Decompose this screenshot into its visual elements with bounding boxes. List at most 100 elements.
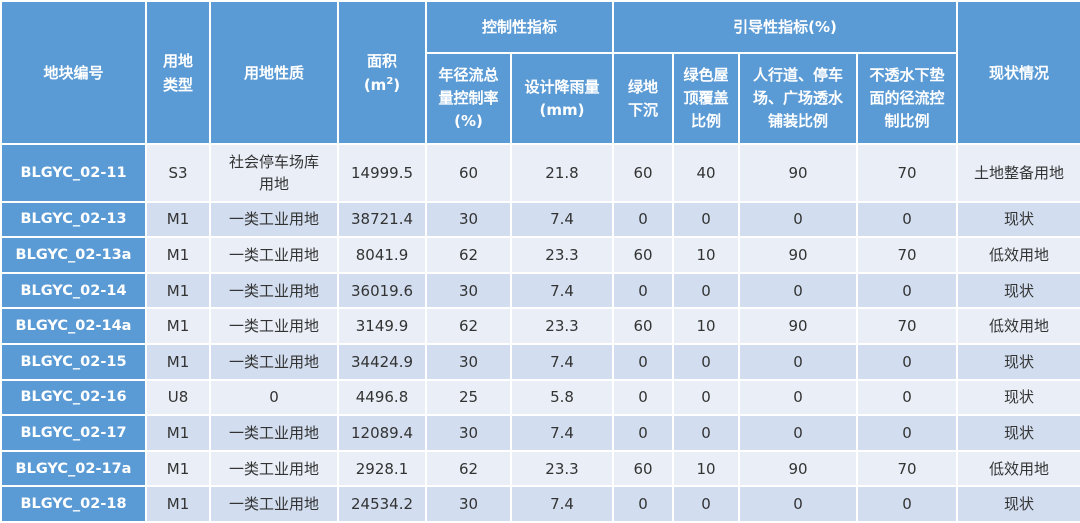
status-cell: 现状 <box>956 378 1080 417</box>
impervious-cell: 0 <box>856 342 959 381</box>
sunken-green-cell: 0 <box>612 200 675 239</box>
header-guide-group: 引导性指标(%) <box>612 0 959 54</box>
table-row: BLGYC_02-18 M1 一类工业用地 24534.2 30 7.4 0 0… <box>0 485 1080 523</box>
rainfall-cell: 23.3 <box>509 307 615 345</box>
green-roof-cell: 0 <box>672 200 741 239</box>
green-roof-cell: 0 <box>672 378 741 417</box>
rainfall-cell: 7.4 <box>509 271 615 310</box>
plot-id-cell: BLGYC_02-11 <box>0 143 147 203</box>
status-cell: 现状 <box>956 200 1080 239</box>
header-plot-id: 地块编号 <box>0 0 147 145</box>
plot-id-cell: BLGYC_02-14 <box>0 271 147 310</box>
table-row: BLGYC_02-14 M1 一类工业用地 36019.6 30 7.4 0 0… <box>0 271 1080 310</box>
land-nature-cell: 0 <box>209 378 339 417</box>
status-cell: 低效用地 <box>956 449 1080 488</box>
table-row: BLGYC_02-13 M1 一类工业用地 38721.4 30 7.4 0 0… <box>0 200 1080 239</box>
green-roof-cell: 0 <box>672 414 741 452</box>
header-land-type: 用地 类型 <box>145 0 211 145</box>
status-cell: 现状 <box>956 342 1080 381</box>
status-cell: 低效用地 <box>956 307 1080 345</box>
land-type-cell: M1 <box>145 307 211 345</box>
rainfall-cell: 23.3 <box>509 449 615 488</box>
land-nature-cell: 一类工业用地 <box>209 307 339 345</box>
land-type-cell: M1 <box>145 342 211 381</box>
green-roof-cell: 0 <box>672 485 741 523</box>
plot-id-cell: BLGYC_02-17 <box>0 414 147 452</box>
header-row-sub: 年径流总 量控制率 (%) 设计降雨量 (mm) 绿地 下沉 绿色屋 顶覆盖 比… <box>1 52 1080 145</box>
land-type-cell: M1 <box>145 485 211 523</box>
land-nature-cell: 一类工业用地 <box>209 449 339 488</box>
sunken-green-cell: 0 <box>612 342 675 381</box>
runoff-cell: 62 <box>425 449 512 488</box>
rainfall-cell: 7.4 <box>509 414 615 452</box>
runoff-cell: 30 <box>425 342 512 381</box>
header-area-label: 面积 <box>366 51 397 70</box>
area-cell: 34424.9 <box>337 342 427 381</box>
land-type-cell: M1 <box>145 236 211 274</box>
rainfall-cell: 5.8 <box>509 378 615 417</box>
header-land-nature: 用地性质 <box>209 0 339 145</box>
sunken-green-cell: 60 <box>612 143 675 203</box>
runoff-cell: 30 <box>425 200 512 239</box>
area-cell: 4496.8 <box>337 378 427 417</box>
paving-cell: 90 <box>738 143 859 203</box>
impervious-cell: 70 <box>856 236 959 274</box>
area-cell: 36019.6 <box>337 271 427 310</box>
plot-id-cell: BLGYC_02-13 <box>0 200 147 239</box>
sunken-green-cell: 0 <box>612 414 675 452</box>
green-roof-cell: 0 <box>672 342 741 381</box>
table-row: BLGYC_02-14a M1 一类工业用地 3149.9 62 23.3 60… <box>0 307 1080 345</box>
paving-cell: 0 <box>738 271 859 310</box>
rainfall-cell: 7.4 <box>509 342 615 381</box>
area-cell: 38721.4 <box>337 200 427 239</box>
land-nature-cell: 一类工业用地 <box>209 200 339 239</box>
sunken-green-cell: 60 <box>612 236 675 274</box>
impervious-cell: 70 <box>856 307 959 345</box>
paving-cell: 0 <box>738 200 859 239</box>
green-roof-cell: 10 <box>672 236 741 274</box>
runoff-cell: 25 <box>425 378 512 417</box>
runoff-cell: 30 <box>425 485 512 523</box>
area-cell: 24534.2 <box>337 485 427 523</box>
impervious-cell: 0 <box>856 378 959 417</box>
header-control-group: 控制性指标 <box>424 0 615 54</box>
green-roof-cell: 10 <box>672 449 741 488</box>
impervious-cell: 0 <box>856 271 959 310</box>
status-cell: 土地整备用地 <box>956 143 1080 203</box>
header-green-roof: 绿色屋 顶覆盖 比例 <box>672 52 741 145</box>
plot-id-cell: BLGYC_02-18 <box>0 485 147 523</box>
header-area-unit-sup: 2 <box>386 75 394 87</box>
sunken-green-cell: 0 <box>612 271 675 310</box>
header-sunken-green: 绿地 下沉 <box>612 52 675 145</box>
land-type-cell: M1 <box>145 200 211 239</box>
green-roof-cell: 40 <box>672 143 741 203</box>
header-area-unit-suffix: ) <box>393 75 401 94</box>
header-impervious-control: 不透水下垫 面的径流控 制比例 <box>856 52 959 145</box>
land-type-cell: M1 <box>145 414 211 452</box>
header-runoff-control-rate: 年径流总 量控制率 (%) <box>425 52 512 145</box>
land-type-cell: S3 <box>145 143 211 203</box>
impervious-cell: 70 <box>856 449 959 488</box>
rainfall-cell: 7.4 <box>509 200 615 239</box>
green-roof-cell: 0 <box>672 271 741 310</box>
table-row: BLGYC_02-15 M1 一类工业用地 34424.9 30 7.4 0 0… <box>0 342 1080 381</box>
paving-cell: 0 <box>738 414 859 452</box>
area-cell: 8041.9 <box>337 236 427 274</box>
rainfall-cell: 7.4 <box>509 485 615 523</box>
plot-id-cell: BLGYC_02-17a <box>0 449 147 488</box>
header-status: 现状情况 <box>956 0 1080 145</box>
land-nature-cell: 一类工业用地 <box>209 271 339 310</box>
impervious-cell: 0 <box>856 200 959 239</box>
paving-cell: 0 <box>738 485 859 523</box>
area-cell: 14999.5 <box>337 143 427 203</box>
land-type-cell: M1 <box>145 271 211 310</box>
header-area: 面积 (m2) <box>337 0 427 145</box>
runoff-cell: 60 <box>425 143 512 203</box>
paving-cell: 0 <box>738 378 859 417</box>
runoff-cell: 62 <box>425 236 512 274</box>
land-nature-cell: 社会停车场库 用地 <box>209 143 339 203</box>
impervious-cell: 0 <box>856 485 959 523</box>
status-cell: 现状 <box>956 485 1080 523</box>
land-nature-cell: 一类工业用地 <box>209 485 339 523</box>
